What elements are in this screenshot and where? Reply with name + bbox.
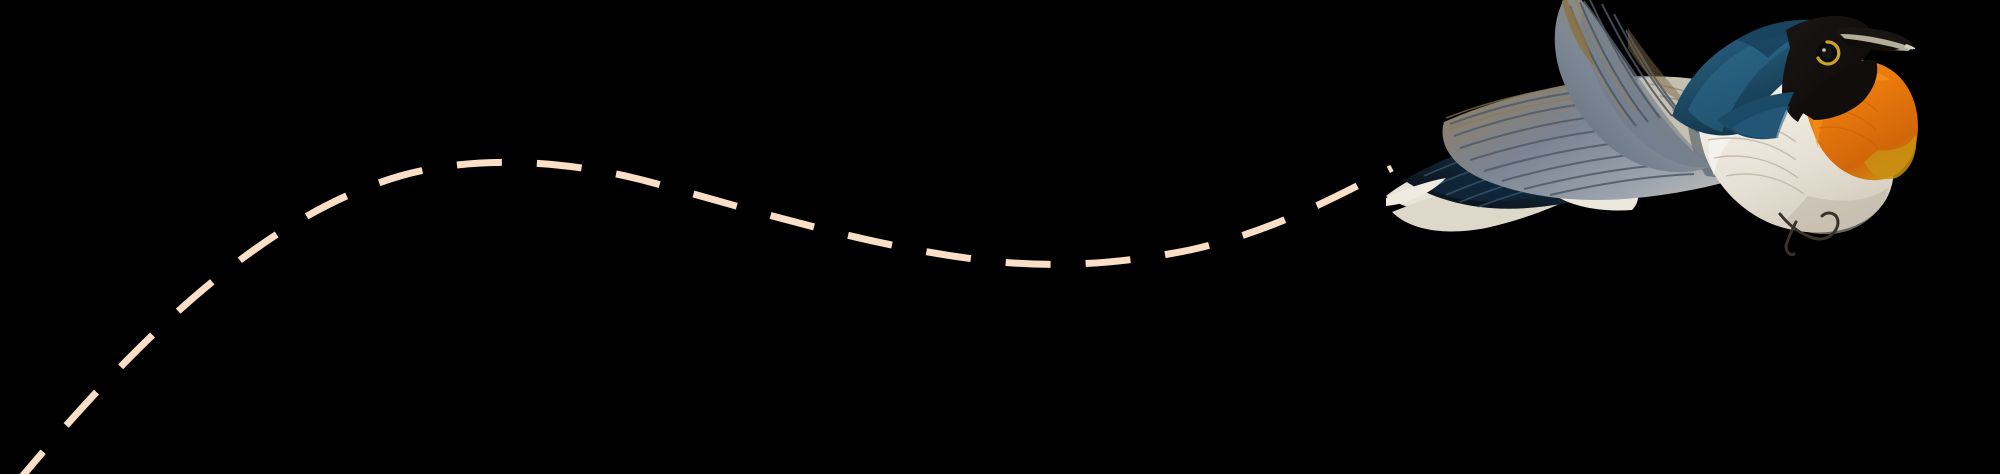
flight-path [19,158,1394,474]
